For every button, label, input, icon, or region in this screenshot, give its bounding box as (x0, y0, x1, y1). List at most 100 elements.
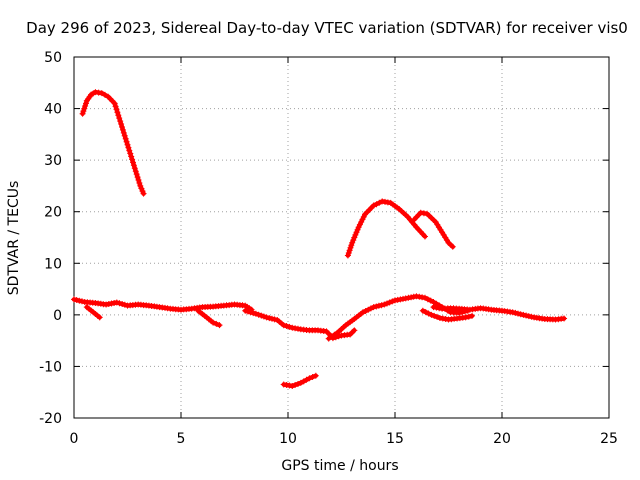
data-point (247, 309, 254, 316)
data-point (376, 199, 383, 206)
data-point (135, 177, 142, 183)
data-point (350, 237, 357, 244)
y-tick-label: 30 (44, 153, 62, 169)
data-point (433, 304, 440, 311)
data-point (509, 309, 516, 316)
data-point (114, 109, 121, 116)
data-point (271, 316, 278, 323)
data-point (118, 121, 125, 127)
x-tick-label: 25 (600, 431, 618, 447)
data-point (113, 106, 120, 113)
grid-lines (74, 57, 609, 418)
data-point (360, 213, 367, 220)
data-point (295, 381, 301, 387)
data-point (113, 299, 120, 306)
data-point (425, 310, 432, 317)
data-point (375, 302, 382, 309)
y-tick-label: -10 (39, 359, 62, 375)
data-point (121, 132, 128, 139)
data-point (136, 180, 143, 186)
data-point (116, 115, 123, 122)
data-point (427, 297, 434, 304)
data-point (449, 243, 456, 250)
data-point (112, 103, 119, 110)
data-point (358, 219, 365, 225)
data-point (139, 188, 146, 195)
data-point (250, 310, 257, 317)
data-point (280, 322, 287, 329)
data-point (515, 310, 521, 317)
data-point (351, 327, 358, 334)
axis-ticks: 0 5 10 15 20 25 -20 -10 0 10 20 30 40 50 (39, 50, 618, 447)
data-point (244, 308, 251, 315)
data-point (140, 190, 147, 197)
data-point (116, 300, 123, 307)
series-arc-3 (411, 209, 456, 250)
data-point (98, 90, 105, 97)
data-point (121, 301, 128, 308)
data-point (422, 294, 428, 301)
data-point (242, 307, 249, 314)
data-point (422, 309, 429, 316)
data-point (525, 313, 532, 320)
data-point (428, 311, 435, 318)
chart-title: Day 296 of 2023, Sidereal Day-to-day VTE… (26, 19, 628, 37)
y-tick-label: 0 (53, 308, 62, 324)
data-point (266, 315, 273, 322)
data-point (561, 315, 568, 322)
data-point (102, 91, 108, 98)
data-point (117, 118, 124, 125)
y-tick-label: 10 (44, 256, 62, 272)
data-point (349, 239, 356, 246)
data-point (260, 313, 267, 320)
data-point (128, 153, 135, 160)
data-point (210, 319, 217, 326)
data-point (119, 124, 125, 130)
data-point (520, 311, 527, 318)
data-point (120, 129, 127, 136)
x-tick-label: 15 (386, 431, 404, 447)
data-point (431, 312, 438, 319)
series-arc-6 (83, 304, 103, 321)
data-point (132, 168, 139, 175)
data-point (462, 314, 469, 321)
data-point (309, 374, 316, 380)
data-point (367, 305, 374, 312)
data-point (81, 105, 88, 112)
data-point (255, 311, 262, 318)
data-point (356, 221, 363, 228)
data-point (465, 313, 472, 320)
data-point (434, 313, 441, 320)
data-point (365, 306, 372, 313)
data-point (306, 375, 313, 382)
y-tick-label: -20 (39, 411, 62, 427)
data-point (370, 304, 377, 311)
data-point (421, 233, 428, 240)
data-point (346, 247, 353, 254)
data-point (115, 112, 122, 119)
data-point (389, 298, 396, 305)
series-arc-4 (280, 372, 319, 389)
data-point (119, 301, 126, 307)
data-point (381, 301, 388, 308)
data-series (71, 89, 568, 389)
data-point (359, 309, 366, 316)
data-point (384, 300, 390, 307)
y-tick-label: 50 (44, 50, 62, 66)
data-point (216, 322, 223, 329)
data-point (252, 310, 259, 317)
data-point (125, 144, 132, 151)
data-point (119, 126, 126, 133)
plot-frame (73, 56, 610, 419)
x-tick-label: 20 (493, 431, 511, 447)
y-axis-label: SDTVAR / TECUs (6, 181, 22, 296)
data-point (469, 312, 476, 319)
data-point (292, 382, 299, 388)
series-line (80, 89, 146, 196)
x-tick-label: 10 (279, 431, 297, 447)
series-arc-8 (242, 307, 358, 342)
data-point (351, 234, 358, 241)
data-point (269, 315, 275, 322)
data-point (122, 135, 129, 142)
